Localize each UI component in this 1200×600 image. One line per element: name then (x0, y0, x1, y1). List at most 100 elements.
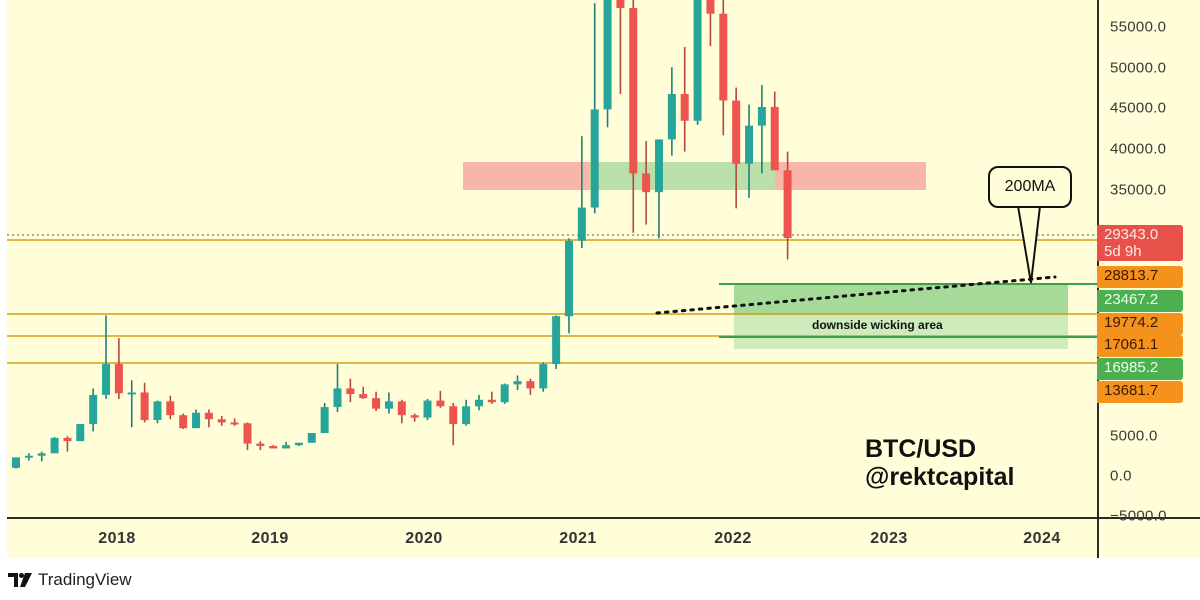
candle-up (282, 445, 291, 449)
pair-label: BTC/USD (865, 435, 977, 463)
author-handle: @rektcapital (865, 463, 1015, 491)
level-badge-17061: 17061.1 (1097, 335, 1183, 357)
candle-down (140, 392, 149, 421)
candle-up (539, 364, 548, 389)
price-tick-label: −5000.0 (1110, 507, 1167, 525)
candle-down (256, 443, 265, 446)
candle-down (410, 415, 419, 418)
candle-up (423, 400, 432, 418)
candle-up (102, 364, 111, 395)
candle-down (526, 381, 535, 389)
time-tick-label: 2022 (714, 530, 752, 547)
candle-countdown: 5d 9h (1104, 243, 1142, 260)
candle-up (24, 455, 33, 458)
support-zone (589, 162, 775, 190)
candle-up (76, 424, 85, 442)
candle-up (513, 381, 522, 385)
candle-down (359, 394, 368, 399)
chart-brand: BTC/USD @rektcapital (865, 435, 1014, 491)
candle-down (719, 13, 728, 101)
price-tick-label: 0.0 (1110, 467, 1132, 485)
candle-down (629, 8, 638, 174)
time-tick-label: 2023 (870, 530, 908, 547)
ma200-dotted-line (655, 275, 1057, 315)
candle-down (372, 398, 381, 409)
candle-up (153, 401, 162, 421)
candle-up (500, 384, 509, 403)
callout-label: 200MA (1004, 178, 1056, 195)
candle-up (757, 106, 766, 126)
candle-down (642, 173, 651, 193)
candle-up (590, 109, 599, 208)
candle-down (487, 399, 496, 403)
candle-up (89, 394, 98, 425)
candle-up (693, 0, 702, 121)
candle-up (294, 442, 303, 446)
candle-up (552, 316, 561, 365)
candle-up (333, 388, 342, 408)
downside-wicking-area-top (734, 284, 1068, 315)
time-tick-label: 2020 (405, 530, 443, 547)
tradingview-watermark[interactable]: TradingView (8, 570, 132, 590)
level-badge-13681: 13681.7 (1097, 381, 1183, 403)
candle-down (436, 400, 445, 407)
callout-pointer (1016, 205, 1042, 284)
candle-up (37, 453, 46, 456)
candles-group (12, 0, 792, 469)
candle-down (346, 388, 355, 395)
price-tick-label: 40000.0 (1110, 140, 1167, 158)
candle-down (732, 100, 741, 164)
candle-down (230, 422, 239, 425)
candle-up (745, 125, 754, 164)
candle-down (114, 364, 123, 394)
candle-up (192, 412, 201, 429)
candle-up (667, 94, 676, 140)
candle-down (616, 0, 625, 9)
level-badge-19774: 19774.2 (1097, 313, 1183, 335)
candle-down (63, 437, 72, 442)
candle-down (269, 445, 278, 449)
time-tick-label: 2021 (559, 530, 597, 547)
candle-down (217, 419, 226, 423)
current-price-value: 29343.0 (1104, 226, 1159, 243)
candle-down (204, 412, 213, 420)
level-badge-23467: 23467.2 (1097, 290, 1183, 312)
tradingview-name: TradingView (38, 570, 132, 589)
price-tick-label: 50000.0 (1110, 59, 1167, 77)
candlestick-chart (7, 0, 1097, 469)
tradingview-logo-icon (8, 573, 32, 587)
candle-up (603, 0, 612, 110)
time-tick-label: 2018 (98, 530, 136, 547)
candle-up (577, 207, 586, 241)
ma200-callout: 200MA (988, 166, 1072, 208)
candle-down (680, 94, 689, 121)
candle-down (449, 406, 458, 425)
price-tick-label: 45000.0 (1110, 99, 1167, 117)
candle-down (166, 401, 175, 416)
chart-background (7, 0, 1200, 558)
candle-up (474, 399, 483, 407)
time-axis-border (7, 517, 1200, 519)
candle-down (243, 423, 252, 444)
wicking-area-label: downside wicking area (812, 318, 943, 332)
candle-up (462, 406, 471, 425)
candle-down (706, 0, 715, 14)
candle-down (783, 170, 792, 239)
candle-down (770, 106, 779, 171)
time-tick-label: 2024 (1023, 530, 1061, 547)
candle-up (307, 433, 316, 443)
level-badge-16985: 16985.2 (1097, 358, 1183, 380)
price-tick-label: 55000.0 (1110, 18, 1167, 36)
level-badge-28813: 28813.7 (1097, 266, 1183, 288)
candle-up (127, 392, 136, 395)
chart-plot-area[interactable] (7, 0, 1097, 518)
candle-down (179, 415, 188, 429)
price-tick-label: 5000.0 (1110, 427, 1158, 445)
candle-up (564, 240, 573, 317)
time-tick-label: 2019 (251, 530, 289, 547)
current-price-badge: 29343.0 5d 9h (1097, 225, 1183, 261)
candle-up (655, 139, 663, 193)
candle-down (397, 401, 406, 416)
price-tick-label: 35000.0 (1110, 181, 1167, 199)
candle-up (50, 437, 59, 454)
